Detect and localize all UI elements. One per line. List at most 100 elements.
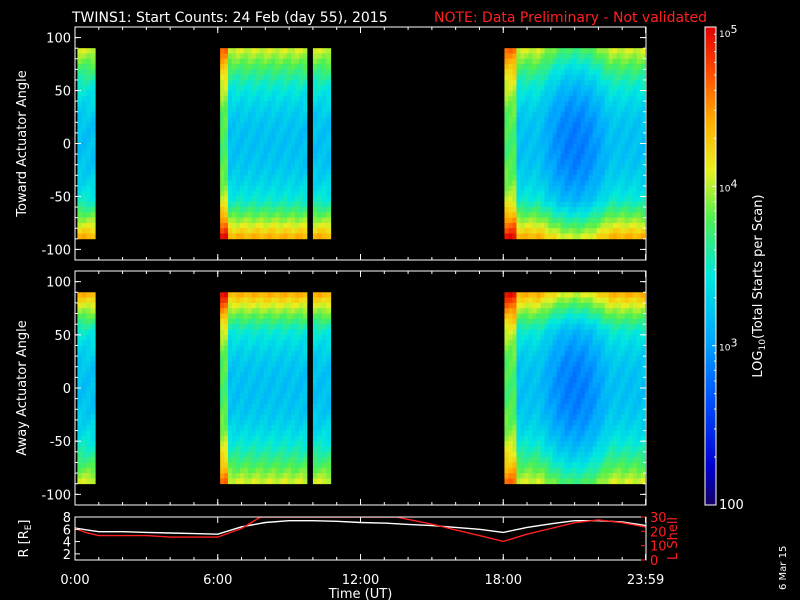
heatmap-cell	[81, 48, 87, 54]
heatmap-cell	[628, 111, 634, 118]
heatmap-cell	[77, 382, 83, 389]
heatmap-cell	[303, 217, 308, 224]
heatmap-cell	[231, 441, 237, 447]
heatmap-cell	[259, 191, 264, 197]
heatmap-cell	[640, 48, 646, 54]
heatmap-cell	[616, 138, 622, 144]
heatmap-cell	[540, 451, 545, 458]
heatmap-cell	[303, 377, 308, 384]
heatmap-cell	[321, 457, 327, 463]
heatmap-cell	[228, 148, 233, 155]
heatmap-cell	[90, 382, 96, 389]
heatmap-cell	[295, 329, 300, 336]
heatmap-cell	[235, 143, 241, 150]
heatmap-cell	[616, 191, 622, 197]
heatmap-cell	[568, 212, 574, 219]
heatmap-cell	[317, 122, 323, 129]
heatmap-cell	[620, 222, 626, 229]
heatmap-cell	[312, 122, 318, 129]
heatmap-cell	[291, 318, 296, 325]
y-axis-label: Away Actuator Angle	[15, 320, 30, 455]
heatmap-cell	[516, 430, 521, 437]
heatmap-cell	[271, 154, 276, 160]
heatmap-cell	[608, 345, 614, 352]
heatmap-cell	[532, 345, 537, 352]
heatmap-cell	[624, 127, 630, 134]
heatmap-cell	[504, 398, 509, 405]
heatmap-cell	[600, 435, 606, 442]
heatmap-cell	[604, 313, 610, 320]
heatmap-cell	[548, 85, 553, 91]
heatmap-cell	[90, 340, 96, 346]
heatmap-cell	[271, 473, 276, 479]
heatmap-cell	[616, 159, 622, 166]
heatmap-cell	[608, 48, 614, 54]
heatmap-cell	[77, 85, 83, 91]
heatmap-cell	[255, 356, 260, 362]
heatmap-cell	[263, 196, 268, 203]
heatmap-cell	[267, 419, 272, 426]
heatmap-cell	[568, 138, 574, 144]
heatmap-cell	[512, 148, 517, 155]
heatmap-cell	[616, 85, 622, 91]
heatmap-cell	[86, 74, 92, 81]
heatmap-cell	[321, 180, 327, 187]
heatmap-cell	[504, 473, 509, 479]
heatmap-cell	[576, 340, 582, 346]
heatmap-cell	[572, 90, 578, 97]
heatmap-cell	[640, 308, 646, 314]
heatmap-cell	[312, 372, 318, 378]
heatmap-cell	[584, 180, 590, 187]
heatmap-cell	[616, 169, 622, 176]
heatmap-cell	[600, 302, 606, 309]
heatmap-cell	[512, 90, 517, 97]
heatmap-cell	[239, 122, 245, 129]
heatmap-cell	[528, 191, 533, 197]
heatmap-cell	[235, 302, 241, 309]
heatmap-cell	[528, 372, 533, 378]
heatmap-cell	[220, 106, 225, 113]
heatmap-cell	[616, 388, 622, 394]
heatmap-cell	[524, 292, 529, 298]
heatmap-cell	[516, 350, 521, 357]
heatmap-cell	[255, 79, 260, 86]
heatmap-cell	[312, 64, 318, 70]
heatmap-cell	[548, 169, 553, 176]
heatmap-cell	[608, 154, 614, 160]
heatmap-cell	[295, 398, 300, 405]
heatmap-cell	[77, 191, 83, 197]
heatmap-cell	[572, 69, 578, 76]
heatmap-cell	[291, 441, 296, 447]
heatmap-cell	[564, 356, 570, 362]
heatmap-cell	[231, 414, 237, 421]
heatmap-cell	[628, 228, 634, 234]
heatmap-cell	[275, 90, 280, 97]
heatmap-cell	[504, 191, 509, 197]
heatmap-cell	[275, 132, 280, 139]
heatmap-cell	[291, 297, 296, 304]
heatmap-cell	[580, 409, 586, 415]
heatmap-cell	[512, 356, 517, 362]
heatmap-cell	[628, 122, 634, 129]
heatmap-cell	[283, 366, 288, 373]
heatmap-cell	[251, 95, 257, 102]
heatmap-cell	[512, 446, 517, 453]
heatmap-cell	[612, 228, 618, 234]
heatmap-cells	[77, 292, 646, 485]
heatmap-cell	[564, 132, 570, 139]
heatmap-cell	[560, 180, 565, 187]
heatmap-cell	[224, 127, 229, 134]
heatmap-cell	[77, 377, 83, 384]
heatmap-cell	[632, 143, 638, 150]
heatmap-cell	[536, 356, 541, 362]
heatmap-cell	[326, 180, 332, 187]
heatmap-cell	[295, 53, 300, 60]
heatmap-cell	[255, 372, 260, 378]
heatmap-cell	[576, 435, 582, 442]
heatmap-cell	[504, 350, 509, 357]
heatmap-cell	[560, 117, 565, 123]
heatmap-cell	[600, 48, 606, 54]
heatmap-cell	[628, 64, 634, 70]
heatmap-cell	[568, 446, 574, 453]
